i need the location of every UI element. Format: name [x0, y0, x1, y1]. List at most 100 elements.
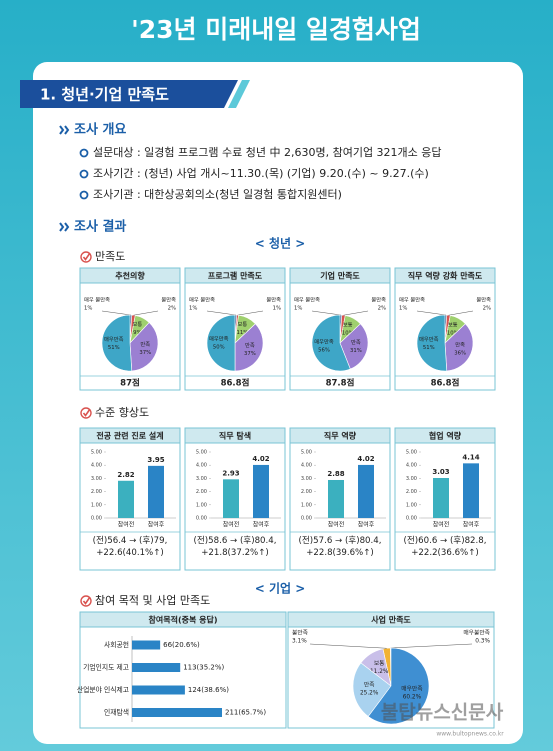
panel-title: 전공 관련 진로 설계 — [96, 431, 163, 441]
x-tick-label: 참여전 — [433, 521, 450, 529]
pie-category: 매우 불만족 — [399, 296, 425, 304]
y-tick-label: 1.00 — [406, 502, 417, 508]
y-tick-label: 4.00 — [196, 463, 207, 469]
page-title: '23년 미래내일 일경험사업 — [131, 15, 421, 44]
pie-category: 불만족 — [266, 296, 281, 304]
y-tick-label: 2.00 — [406, 489, 417, 495]
bar — [132, 640, 161, 650]
pie-category: 보통 — [374, 660, 385, 667]
bullet — [79, 169, 89, 179]
panel-title: 참여목적(중복 응답) — [149, 615, 218, 625]
company-label: < 기업 > — [255, 581, 306, 596]
pie-value-label: 25.2% — [360, 691, 379, 697]
y-tick-label: 2.00 — [301, 489, 312, 495]
bar-value-label: 2.93 — [222, 469, 239, 477]
pie-category: 보통 — [132, 321, 142, 328]
bar-value-label: 211(65.7%) — [225, 709, 266, 717]
panel-header — [289, 427, 391, 444]
overview-item: 조사기관 : 대한상공회의소(청년 일경험 통합지원센터) — [93, 187, 342, 201]
x-tick-label: 참여후 — [358, 521, 375, 529]
pie-value-label: 36% — [454, 350, 466, 356]
bar-value-label: 4.02 — [252, 455, 269, 463]
chevron-icon — [59, 222, 70, 232]
pie-value-label: 51% — [108, 345, 120, 351]
section-title: 1. 청년·기업 만족도 — [40, 86, 169, 104]
pie-category: 만족 — [351, 338, 361, 346]
y-tick-label: 2.00 — [91, 489, 102, 495]
pie-category: 매우 불만족 — [189, 296, 215, 304]
leader-line — [309, 643, 387, 649]
bar — [132, 685, 185, 695]
card — [33, 62, 523, 744]
bullet — [79, 190, 89, 200]
pie-category: 만족 — [245, 341, 255, 349]
pie-slice — [339, 323, 369, 370]
pie-category: 매우 불만족 — [84, 296, 110, 304]
panel-header — [287, 611, 495, 628]
pie-value-label: 37% — [139, 350, 151, 356]
pie-category: 보통 — [448, 321, 458, 328]
x-tick-label: 참여후 — [253, 521, 270, 529]
y-tick-label: 0.00 — [301, 516, 312, 522]
y-tick-label: 0.00 — [196, 516, 207, 522]
pie-category: 보통 — [343, 321, 353, 328]
improvement-note: (전)57.6 → (후)80.4, +22.8(39.6%↑) — [298, 536, 382, 558]
pie-value-label: 56% — [318, 348, 330, 354]
bar — [253, 464, 269, 518]
panel-header — [394, 267, 496, 284]
y-tick-label: 3.00 — [196, 476, 207, 482]
pie-value-label: 51% — [423, 345, 435, 351]
pie-slice — [444, 323, 474, 372]
pie-slice — [311, 314, 351, 372]
panel-header — [184, 267, 286, 284]
leader-line — [101, 310, 131, 316]
y-tick-label: 0.00 — [406, 516, 417, 522]
bar — [132, 663, 181, 672]
pie-slice — [416, 314, 448, 372]
pie-category: 만족 — [455, 340, 465, 348]
check-icon — [80, 595, 92, 607]
subsection-title: 수준 향상도 — [95, 406, 149, 419]
bar — [132, 708, 222, 717]
panel-header — [79, 427, 181, 444]
panel-title: 협업 역량 — [429, 431, 462, 441]
y-tick-label: 5.00 — [301, 450, 312, 456]
pie-category: 보통 — [237, 321, 247, 328]
panel-title: 직무 역량 강화 만족도 — [408, 271, 483, 281]
leader-line — [416, 310, 446, 316]
bar — [118, 480, 134, 518]
overview-item: 설문대상 : 일경험 프로그램 수료 청년 中 2,630명, 참여기업 321… — [93, 145, 442, 159]
bar — [148, 465, 164, 518]
leader-line — [237, 310, 264, 316]
bar — [433, 478, 449, 518]
bar — [328, 479, 344, 518]
pie-category: 매우만족 — [419, 335, 439, 343]
y-tick-label: 4.00 — [91, 463, 102, 469]
panel-header — [79, 267, 181, 284]
x-tick-label: 참여후 — [463, 521, 480, 529]
pie-value-label: 50% — [213, 345, 225, 351]
pie-category: 매우만족 — [209, 335, 229, 343]
pie-value-label: 10% — [342, 330, 354, 336]
pie-value-label: 1% — [189, 306, 197, 312]
bar-value-label: 3.95 — [147, 456, 164, 464]
subsection-title: 만족도 — [95, 250, 125, 263]
panel-title: 기업 만족도 — [320, 271, 360, 281]
y-tick-label: 인재탐색 — [104, 708, 129, 717]
pie-value-label: 37% — [244, 351, 256, 357]
check-icon — [80, 407, 92, 419]
leader-line — [133, 310, 159, 316]
pie-slice — [129, 322, 159, 372]
leader-line — [390, 643, 473, 649]
pie-value-label: 1% — [399, 306, 407, 312]
pie-value-label: 1% — [84, 306, 92, 312]
score: 86.8점 — [221, 378, 250, 389]
pie-value-label: 10% — [447, 330, 459, 336]
y-tick-label: 사회공헌 — [104, 640, 129, 649]
y-tick-label: 2.00 — [196, 489, 207, 495]
youth-label: < 청년 > — [255, 236, 306, 251]
pie-value-label: 11.2% — [370, 669, 389, 675]
results-title: 조사 결과 — [74, 219, 126, 235]
